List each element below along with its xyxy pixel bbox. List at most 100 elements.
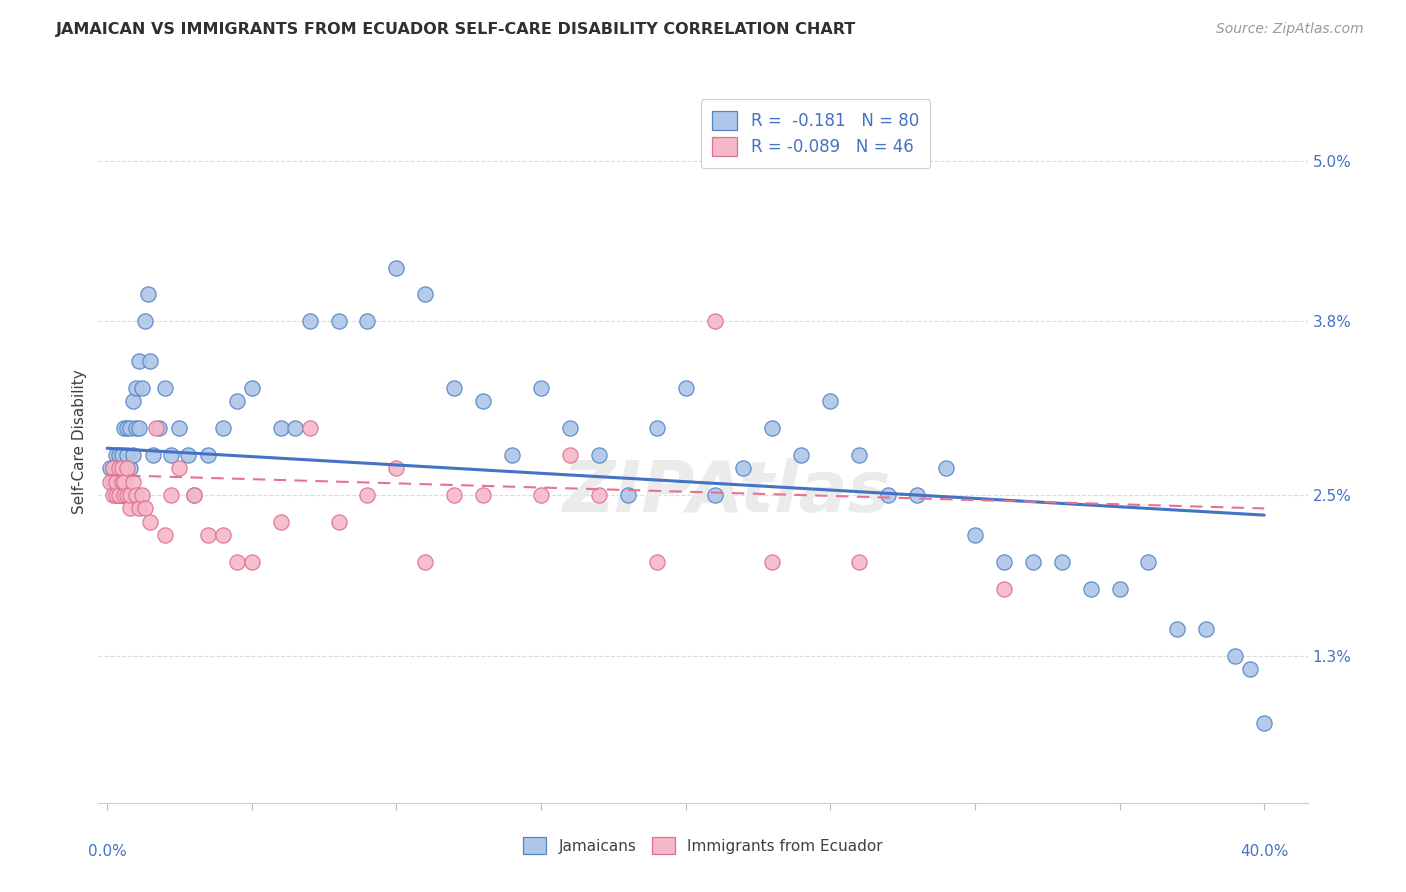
Point [197,448,219,462]
Point [153,528,176,542]
Point [1050,555,1073,569]
Point [240,381,263,395]
Point [413,287,436,301]
Point [328,515,350,529]
Point [110,488,132,502]
Point [848,448,870,462]
Point [148,421,170,435]
Point [114,488,136,502]
Point [298,421,321,435]
Point [107,448,129,462]
Point [443,381,465,395]
Point [270,421,292,435]
Point [125,421,148,435]
Point [413,555,436,569]
Point [501,448,523,462]
Point [139,515,162,529]
Point [117,461,139,475]
Point [120,488,142,502]
Point [110,461,132,475]
Point [107,461,129,475]
Point [183,488,205,502]
Legend: Jamaicans, Immigrants from Ecuador: Jamaicans, Immigrants from Ecuador [517,831,889,860]
Point [1253,715,1275,730]
Point [122,448,145,462]
Point [114,475,136,489]
Point [703,314,725,328]
Point [104,488,127,502]
Point [128,501,150,516]
Point [125,381,148,395]
Point [733,461,755,475]
Point [443,488,465,502]
Point [1166,622,1188,636]
Point [117,461,139,475]
Point [790,448,813,462]
Point [530,381,553,395]
Point [131,488,153,502]
Point [588,488,610,502]
Point [761,555,783,569]
Point [128,354,150,368]
Point [963,528,986,542]
Point [122,475,145,489]
Point [107,488,129,502]
Point [104,448,127,462]
Point [169,421,191,435]
Point [675,381,697,395]
Point [197,528,219,542]
Point [298,314,321,328]
Point [270,515,292,529]
Point [1195,622,1218,636]
Point [136,287,159,301]
Point [117,448,139,462]
Point [703,488,725,502]
Point [101,488,124,502]
Text: Source: ZipAtlas.com: Source: ZipAtlas.com [1216,22,1364,37]
Point [169,461,191,475]
Point [104,475,127,489]
Point [820,394,842,409]
Point [107,461,129,475]
Point [120,501,142,516]
Y-axis label: Self-Care Disability: Self-Care Disability [72,369,87,514]
Point [1108,582,1130,596]
Point [117,488,139,502]
Point [159,448,181,462]
Text: 0.0%: 0.0% [87,845,127,860]
Point [110,461,132,475]
Point [588,448,610,462]
Point [240,555,263,569]
Point [848,555,870,569]
Point [385,260,408,275]
Point [1080,582,1102,596]
Point [558,448,581,462]
Point [110,448,132,462]
Point [125,488,148,502]
Point [935,461,957,475]
Point [328,314,350,328]
Point [226,394,249,409]
Point [114,475,136,489]
Point [472,394,495,409]
Point [226,555,249,569]
Point [110,475,132,489]
Point [122,394,145,409]
Point [761,421,783,435]
Point [101,461,124,475]
Point [145,421,167,435]
Point [530,488,553,502]
Point [153,381,176,395]
Point [1137,555,1160,569]
Point [385,461,408,475]
Point [128,421,150,435]
Point [134,314,156,328]
Point [107,488,129,502]
Point [114,488,136,502]
Point [139,354,162,368]
Point [183,488,205,502]
Point [134,501,156,516]
Text: ZIPAtlas: ZIPAtlas [562,458,891,526]
Point [98,461,121,475]
Point [177,448,200,462]
